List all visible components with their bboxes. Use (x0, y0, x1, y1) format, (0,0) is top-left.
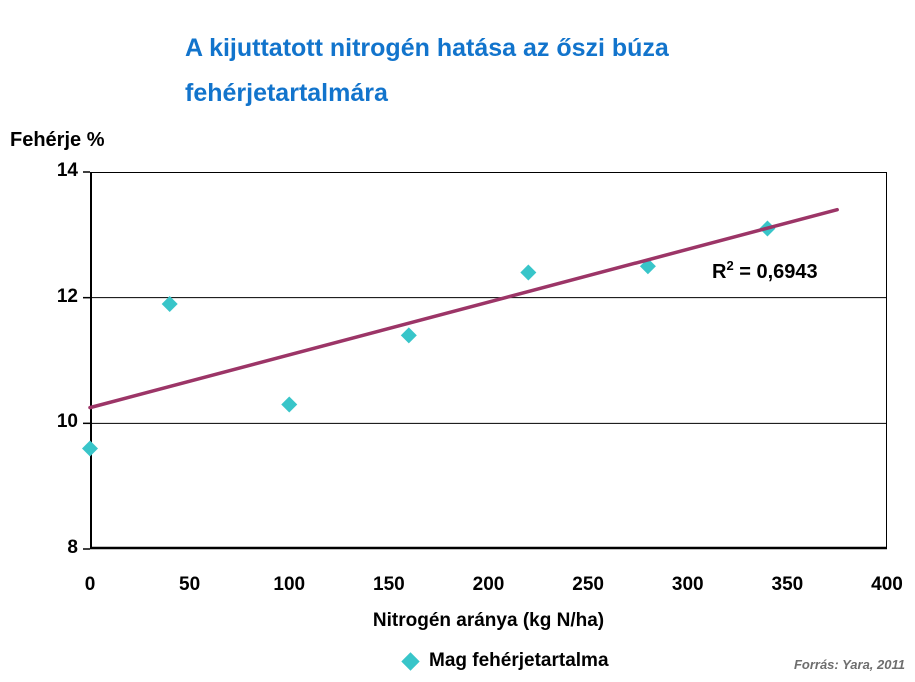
legend: Mag fehérjetartalma (401, 650, 609, 672)
y-axis-title: Fehérje % (10, 129, 105, 151)
trend-line (88, 207, 839, 410)
x-tick-label: 300 (671, 574, 704, 595)
source-note: Forrás: Yara, 2011 (793, 657, 905, 672)
r-squared-annotation: R2 = 0,6943 (712, 258, 818, 284)
y-tick-label: 14 (56, 160, 78, 181)
data-point (161, 295, 178, 312)
x-tick-label: 250 (572, 574, 604, 595)
data-point (520, 264, 537, 281)
plot-area (82, 171, 887, 550)
r-squared-exponent: 2 (726, 258, 734, 273)
legend-diamond-icon (401, 651, 420, 671)
x-tick-label: 50 (179, 574, 201, 595)
y-tick-label: 10 (56, 411, 78, 433)
r-squared-base: R (712, 261, 727, 283)
x-tick-label: 150 (373, 574, 405, 595)
data-point (82, 440, 98, 457)
x-tick-label: 0 (84, 574, 96, 595)
legend-series-label: Mag fehérjetartalma (429, 650, 609, 671)
data-point (281, 396, 298, 413)
x-axis-title: Nitrogén aránya (kg N/ha) (372, 610, 605, 631)
r-squared-value: = 0,6943 (733, 261, 818, 283)
chart-title: A kijuttatott nitrogén hatása az őszi bú… (185, 26, 785, 116)
y-tick-label: 8 (67, 537, 78, 558)
chart-title-line-2: fehérjetartalmára (185, 79, 388, 107)
x-tick-label: 100 (273, 574, 306, 595)
x-tick-label: 350 (771, 574, 804, 595)
y-tick-label: 12 (56, 285, 78, 307)
chart-title-line-1: A kijuttatott nitrogén hatása az őszi bú… (185, 34, 669, 62)
data-point (400, 327, 417, 344)
x-tick-label: 200 (472, 574, 505, 595)
x-tick-label: 400 (871, 574, 903, 595)
